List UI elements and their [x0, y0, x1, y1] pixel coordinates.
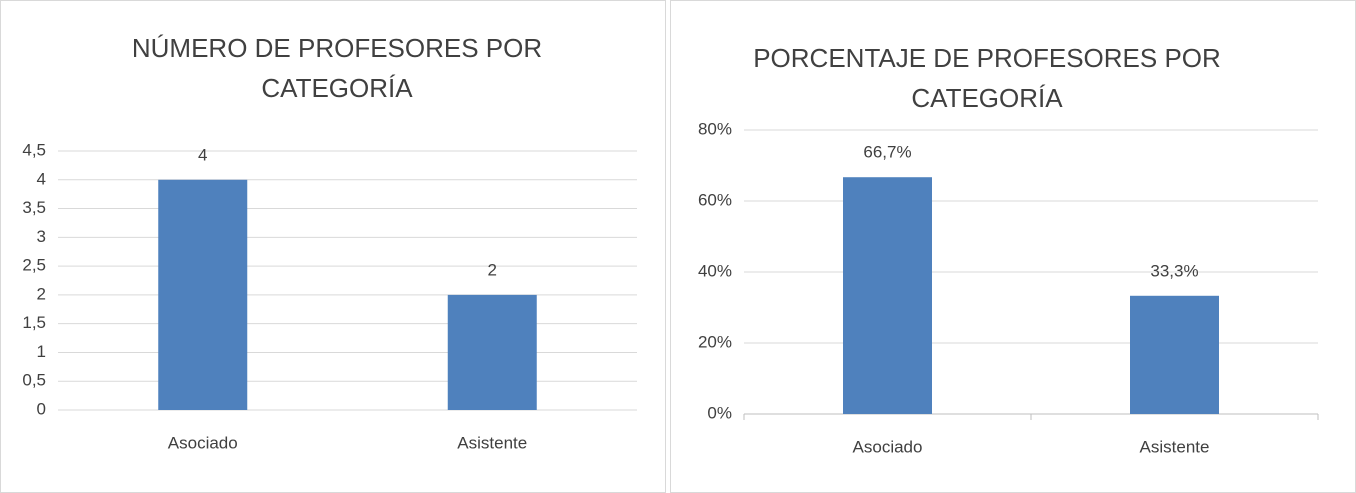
y-tick-label: 60%	[698, 190, 732, 209]
x-tick-label: Asistente	[457, 433, 527, 452]
data-label: 2	[488, 260, 497, 279]
bar	[1130, 295, 1219, 414]
y-tick-label: 1	[37, 342, 46, 361]
y-tick-label: 0,5	[22, 371, 46, 390]
y-tick-label: 2	[37, 284, 46, 303]
data-label: 66,7%	[863, 143, 911, 162]
y-tick-label: 4	[37, 169, 46, 188]
y-tick-label: 1,5	[22, 313, 46, 332]
data-label: 4	[198, 145, 207, 164]
x-tick-label: Asistente	[1140, 437, 1210, 456]
x-tick-label: Asociado	[853, 437, 923, 456]
bar	[447, 294, 537, 410]
data-label: 33,3%	[1150, 261, 1198, 280]
y-tick-label: 20%	[698, 332, 732, 351]
y-tick-label: 0	[37, 399, 46, 418]
y-tick-label: 3,5	[22, 198, 46, 217]
y-tick-label: 4,5	[22, 140, 46, 159]
y-tick-label: 80%	[698, 119, 732, 138]
chart-title: PORCENTAJE DE PROFESORES POR CATEGORÍA	[753, 43, 1221, 113]
chart-title: NÚMERO DE PROFESORES POR CATEGORÍA	[131, 33, 543, 103]
bar	[843, 177, 932, 414]
y-tick-label: 2,5	[22, 256, 46, 275]
bar	[158, 179, 248, 410]
y-tick-label: 40%	[698, 261, 732, 280]
x-tick-label: Asociado	[168, 433, 238, 452]
y-tick-label: 0%	[707, 403, 732, 422]
y-tick-label: 3	[37, 227, 46, 246]
